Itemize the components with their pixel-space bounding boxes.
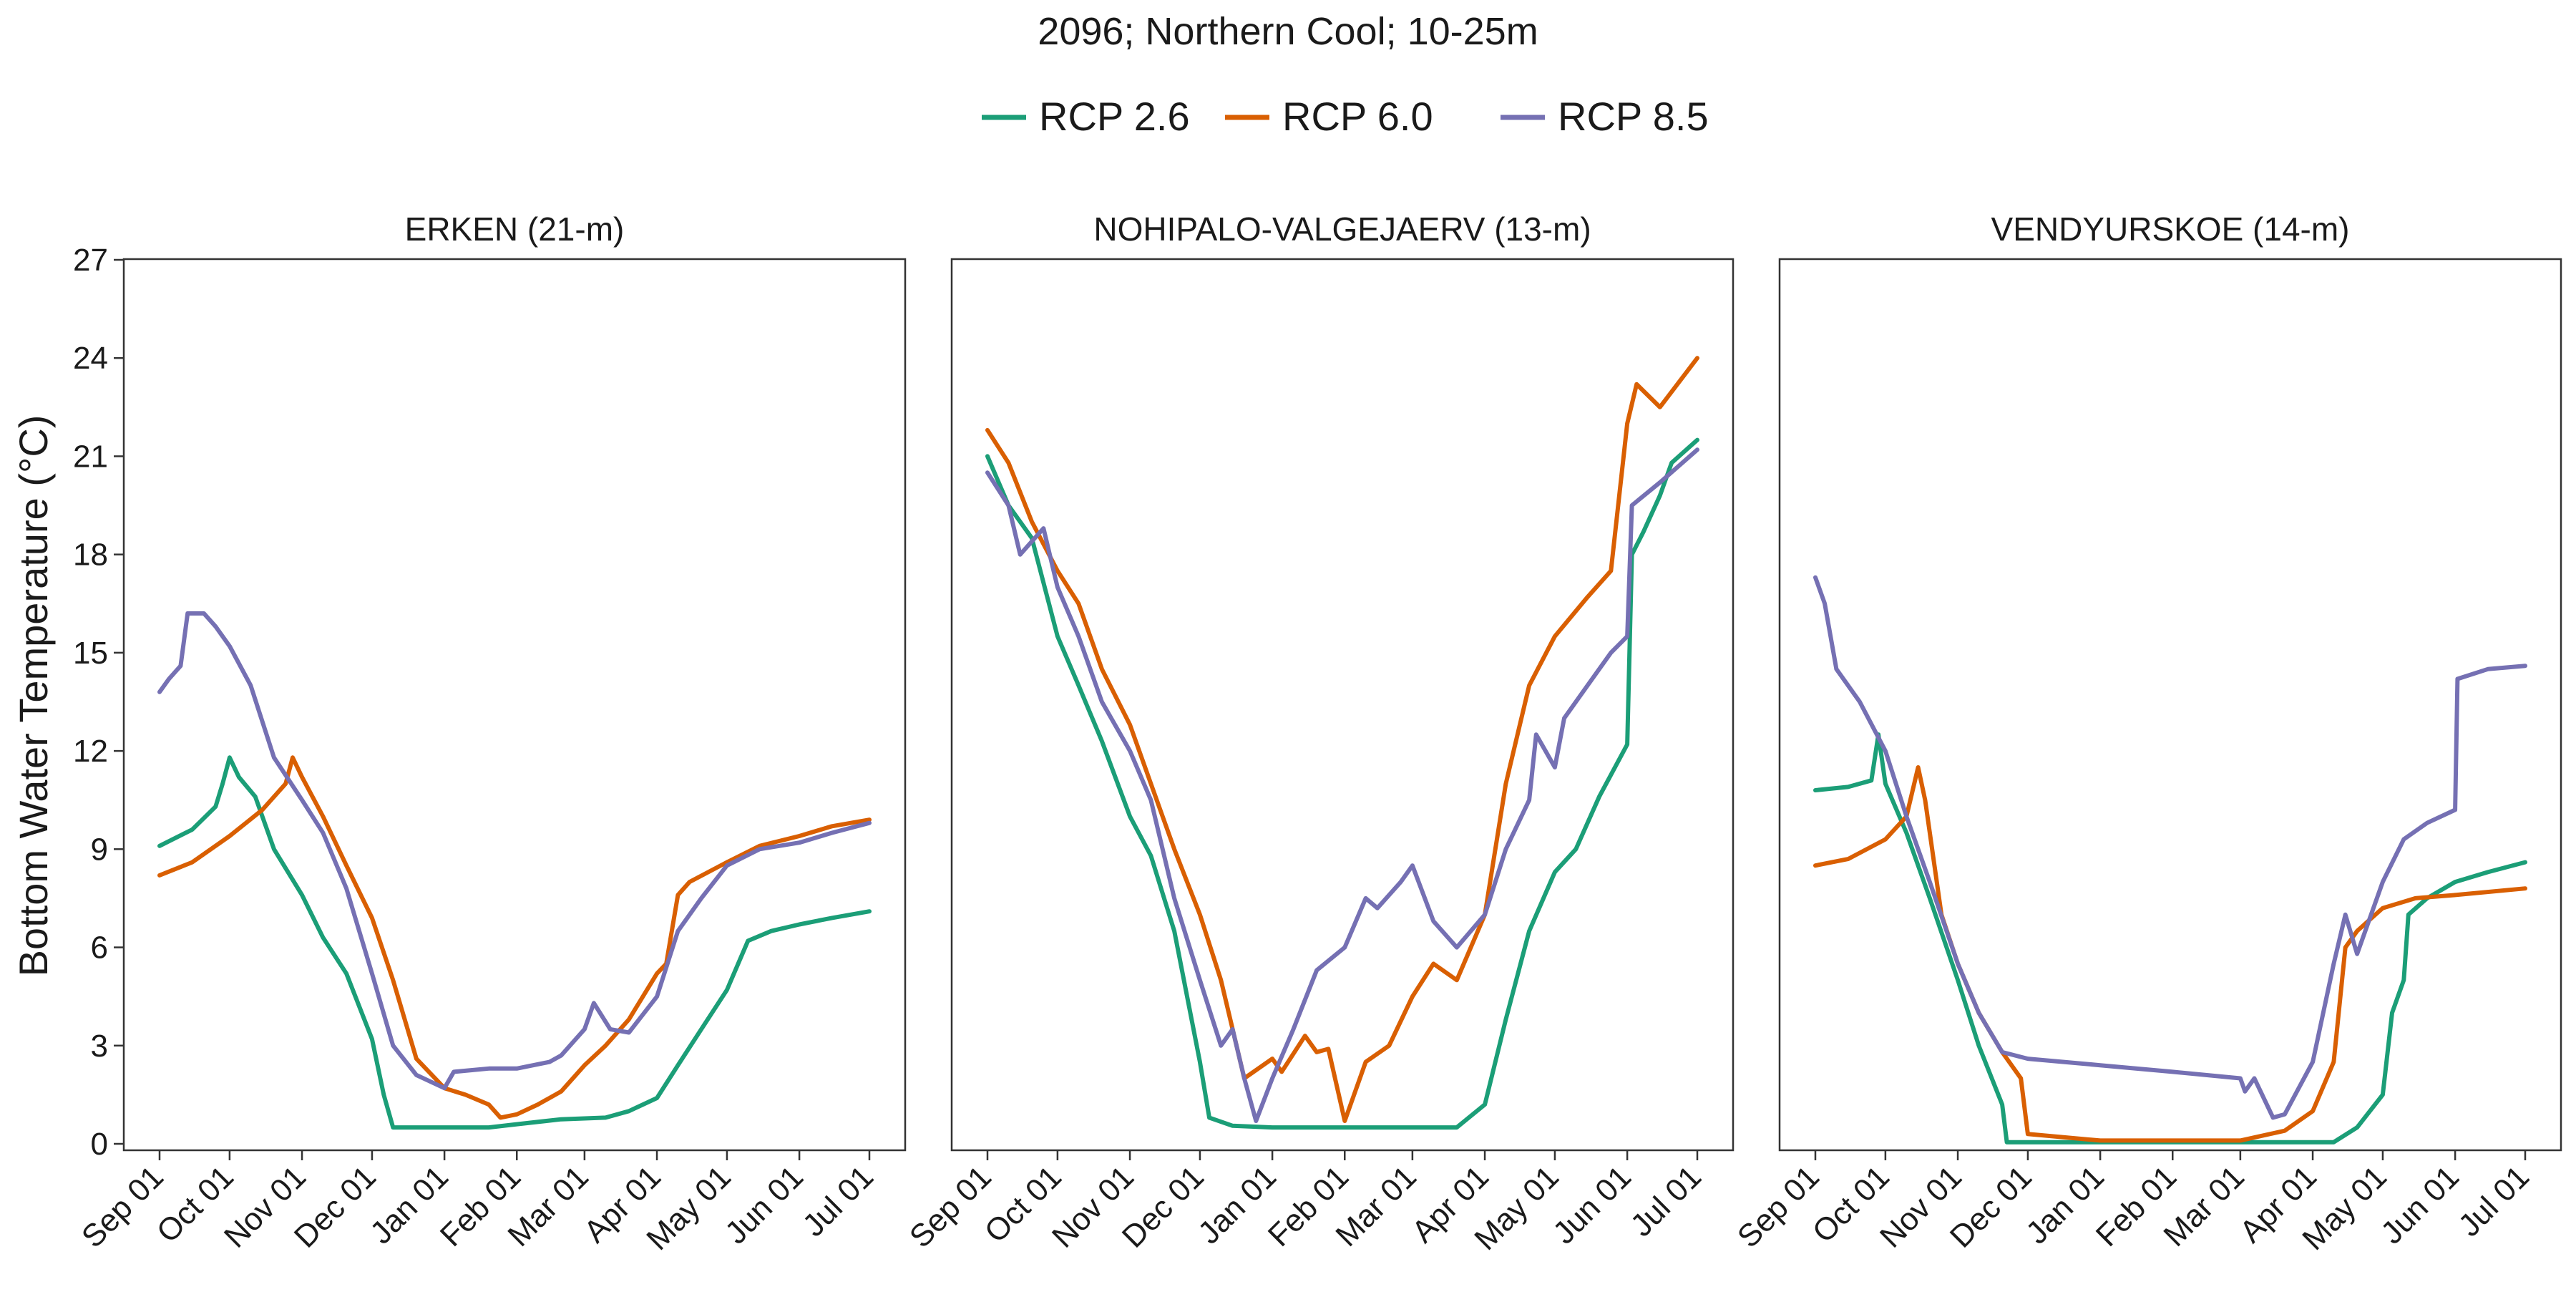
y-tick-label: 3: [91, 1029, 108, 1064]
chart-title: 2096; Northern Cool; 10-25m: [1038, 10, 1538, 53]
series-line-rcp-6-0: [985, 356, 1699, 1123]
x-tick-label: Jul 01: [1624, 1159, 1708, 1243]
series-line-rcp-6-0: [1813, 765, 2527, 1143]
panel-title: ERKEN (21-m): [405, 210, 625, 248]
series-line-rcp-2-6: [157, 755, 872, 1130]
y-tick-label: 21: [73, 439, 108, 474]
y-tick-label: 0: [91, 1127, 108, 1162]
x-tick-label: Jul 01: [796, 1159, 880, 1243]
y-tick-label: 24: [73, 341, 108, 376]
legend-label: RCP 8.5: [1558, 94, 1709, 139]
series-line-rcp-8-5: [1813, 575, 2527, 1120]
panel-frame: [122, 258, 907, 1152]
legend: RCP 2.6 RCP 6.0 RCP 8.5: [982, 94, 1709, 139]
y-tick-label: 12: [73, 734, 108, 769]
panel-title: VENDYURSKOE (14-m): [1991, 210, 2350, 248]
x-tick-label: Sep 01: [75, 1159, 170, 1254]
series-line-rcp-6-0: [157, 755, 872, 1120]
y-tick-label: 9: [91, 832, 108, 867]
panel-frame: [950, 258, 1735, 1152]
y-tick-label: 6: [91, 931, 108, 966]
x-tick-label: Jun 01: [1546, 1159, 1638, 1250]
series-line-rcp-2-6: [1813, 732, 2527, 1145]
panel-title: NOHIPALO-VALGEJAERV (13-m): [1093, 210, 1591, 248]
y-tick-label: 15: [73, 636, 108, 671]
legend-label: RCP 6.0: [1282, 94, 1433, 139]
panel-frame: [1778, 258, 2562, 1152]
series-line-rcp-2-6: [985, 437, 1699, 1130]
y-axis-label: Bottom Water Temperature (°C): [11, 415, 56, 977]
x-tick-label: Sep 01: [903, 1159, 998, 1254]
y-tick-label: 18: [73, 538, 108, 573]
x-tick-label: Jul 01: [2451, 1159, 2536, 1243]
legend-label: RCP 2.6: [1039, 94, 1190, 139]
legend-item-rcp-6-0: RCP 6.0: [1225, 94, 1433, 139]
x-tick-label: Jun 01: [718, 1159, 810, 1250]
series-line-rcp-8-5: [985, 447, 1699, 1123]
x-tick-label: Sep 01: [1731, 1159, 1826, 1254]
legend-item-rcp-2-6: RCP 2.6: [982, 94, 1190, 139]
y-tick-label: 27: [73, 243, 108, 278]
legend-item-rcp-8-5: RCP 8.5: [1501, 94, 1709, 139]
series-line-rcp-8-5: [157, 611, 872, 1091]
x-tick-label: Jun 01: [2374, 1159, 2466, 1250]
